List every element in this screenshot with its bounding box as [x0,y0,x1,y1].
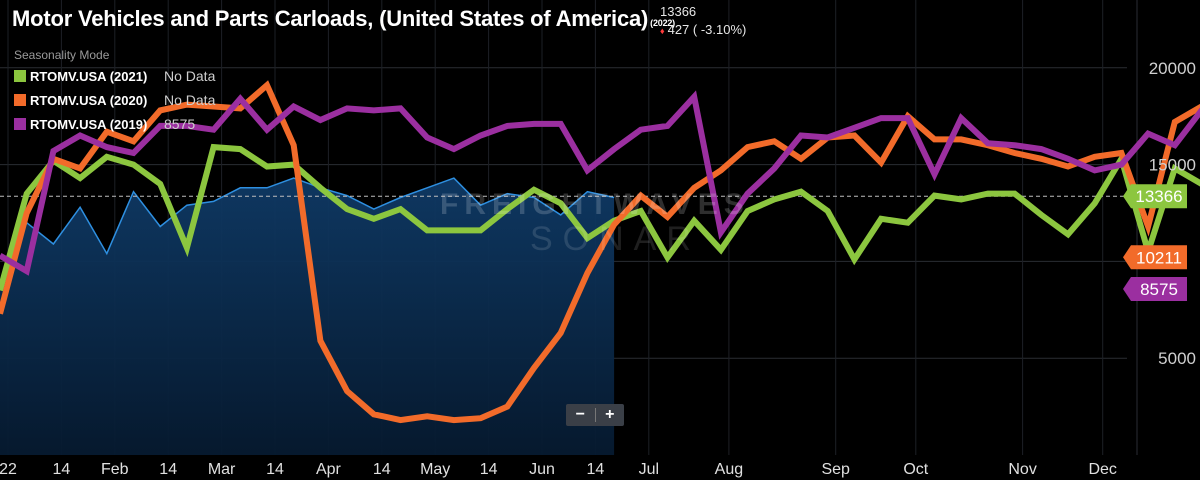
y-tick-label: 20000 [1149,59,1196,78]
legend-value: No Data [164,92,216,108]
x-tick-label: Oct [903,461,928,478]
page-title: Motor Vehicles and Parts Carloads, (Unit… [12,6,675,32]
x-tick-label: Mar [208,461,236,478]
current-change: ♦ 427 ( -3.10%) [660,22,746,37]
zoom-out-button[interactable]: − [575,406,585,423]
legend: RTOMV.USA (2021) No Data RTOMV.USA (2020… [14,64,215,136]
end-label-layer: 13366 10211 8575 [1123,184,1187,301]
legend-value: 8575 [164,116,196,132]
x-tick-label: 14 [373,461,391,478]
end-label: 13366 [1123,184,1187,209]
legend-swatch [14,94,26,106]
x-tick-label: 14 [587,461,605,478]
x-tick-label: Jul [639,461,659,478]
x-tick-label: Feb [101,461,129,478]
x-tick-label: Jun [529,461,555,478]
down-arrow-icon: ♦ [660,26,665,36]
legend-name: RTOMV.USA (2021) [30,68,148,84]
x-tick-label: Dec [1088,461,1116,478]
end-label-box [1123,276,1187,301]
end-label: 8575 [1123,276,1187,301]
end-label: 10211 [1123,245,1187,270]
legend-name: RTOMV.USA (2019) [30,116,148,132]
zoom-divider [594,408,596,422]
legend-swatch [14,118,26,130]
series-line-2022 [0,177,615,289]
y-tick-label: 15000 [1149,156,1196,175]
series-area-2022 [0,178,615,455]
legend-item-2019[interactable]: RTOMV.USA (2019) 8575 [14,112,215,136]
x-tick-label: 14 [480,461,498,478]
zoom-control: − + [566,404,624,426]
x-tick-label: Aug [715,461,743,478]
watermark-subtext: SONAR [530,220,701,258]
legend-item-2021[interactable]: RTOMV.USA (2021) No Data [14,64,215,88]
series-layer [0,80,1200,424]
x-tick-label: Apr [316,461,342,478]
axis-layer: 5000 15000 20000 22 14 Feb 14 Mar 14 Apr 14 May 14 Ju… [0,59,1196,478]
x-tick-label: 14 [53,461,71,478]
x-tick-label: May [420,461,450,478]
end-label-box [1123,245,1187,270]
x-tick-label: 22 [0,461,17,478]
change-text: 427 ( -3.10%) [667,22,747,37]
end-label-box [1123,184,1187,209]
series-line-2020 [0,80,1200,424]
zoom-in-button[interactable]: + [605,406,615,423]
end-label-text: 8575 [1140,280,1178,299]
y-tick-label: 5000 [1158,349,1196,368]
legend-value: No Data [164,68,216,84]
current-value: 13366 [660,4,697,19]
legend-item-2020[interactable]: RTOMV.USA (2020) No Data [14,88,215,112]
x-tick-label: 14 [266,461,284,478]
seasonality-mode-label: Seasonality Mode [14,48,110,62]
legend-swatch [14,70,26,82]
x-tick-label: 14 [159,461,177,478]
area-layer [0,177,615,455]
title-year: (2022) [650,18,675,28]
series-line-2021 [0,143,1200,292]
series-line-2019 [0,90,1200,276]
x-tick-label: Sep [821,461,850,478]
end-label-text: 10211 [1136,248,1182,267]
x-tick-label: Nov [1008,461,1036,478]
watermark-text: FREIGHTWAVES [440,188,750,221]
chart-title: Motor Vehicles and Parts Carloads, (Unit… [12,6,649,31]
end-label-text: 13366 [1135,187,1182,206]
legend-name: RTOMV.USA (2020) [30,92,148,108]
